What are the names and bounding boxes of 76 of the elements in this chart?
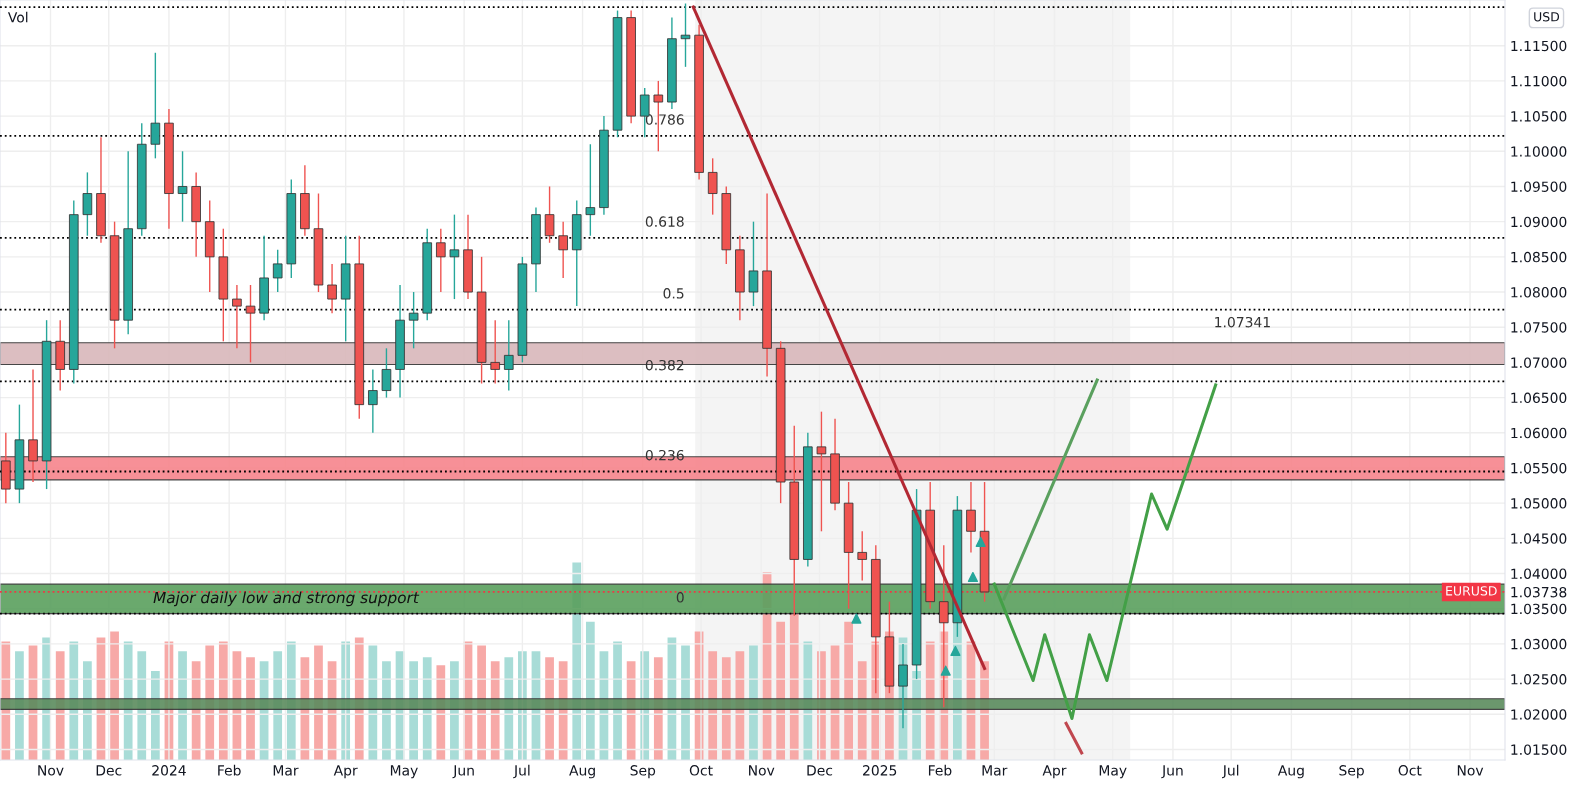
candlestick <box>857 530 868 582</box>
x-tick-label: Apr <box>1042 765 1067 779</box>
x-tick-label: Jul <box>1222 764 1239 779</box>
x-tick-label: Nov <box>1457 765 1484 776</box>
x-tick-label: Mar <box>273 765 299 776</box>
y-tick-label: 1.08500 <box>1511 251 1567 263</box>
y-tick-label: 1.06500 <box>1511 392 1567 404</box>
y-tick-label: 1.04500 <box>1511 533 1567 544</box>
y-tick-label: 1.11000 <box>1511 75 1567 87</box>
point <box>950 645 961 657</box>
y-tick-label: 1.03738 <box>1511 586 1567 598</box>
candlestick <box>327 263 337 314</box>
band-label: Major daily low and strong support <box>153 591 420 607</box>
x-tick-label: 2024 <box>152 765 186 776</box>
y-tick-label: 1.09500 <box>1511 181 1567 192</box>
x-tick-label: Oct <box>1398 765 1422 776</box>
ref-line-label: EURUSD <box>1446 586 1497 596</box>
candlestick <box>272 249 283 293</box>
x-tick-label: Jun <box>1161 765 1183 779</box>
point <box>967 571 978 583</box>
x-tick-label: Nov <box>38 765 64 776</box>
x-tick-label: Mar <box>982 765 1008 776</box>
x-tick-label: Sep <box>1339 765 1364 779</box>
y-tick-label: 1.05500 <box>1511 462 1567 474</box>
x-tick-label: Dec <box>807 765 833 776</box>
x-tick-label: Aug <box>569 765 595 779</box>
annotation: 1.07341 <box>1215 316 1270 328</box>
candlestick <box>544 185 555 244</box>
x-tick-label: Apr <box>333 765 358 779</box>
y-tick-label: 1.02500 <box>1511 674 1567 685</box>
x-tick-label: Jun <box>452 765 474 779</box>
y-tick-label: 1.07000 <box>1511 357 1567 368</box>
y-tick-label: 1.01500 <box>1511 744 1567 755</box>
y-tick-label: 1.09000 <box>1511 216 1567 228</box>
x-tick-label: May <box>390 765 418 779</box>
candlestick <box>585 143 596 237</box>
candlestick <box>368 368 378 434</box>
x-tick-label: Feb <box>218 764 241 776</box>
y-tick-label: 1.03500 <box>1511 603 1567 615</box>
x-tick-label: May <box>1099 765 1127 779</box>
point <box>975 536 986 547</box>
x-tick-label: Aug <box>1277 765 1304 779</box>
candlestick <box>449 213 460 300</box>
point <box>940 665 951 676</box>
y-tick-label: 1.11500 <box>1511 40 1567 52</box>
y-tick-label: 1.06000 <box>1511 427 1567 439</box>
annotation: 0.618 <box>645 216 684 227</box>
x-tick-label: Feb <box>928 764 952 776</box>
y-axis-title: USD <box>1534 12 1560 22</box>
chart-title: Vol <box>7 11 28 23</box>
annotation: 0 <box>676 592 684 603</box>
y-tick-label: 1.05000 <box>1511 498 1567 509</box>
candlestick <box>680 2 691 68</box>
annotation: 0.5 <box>663 288 684 299</box>
y-tick-label: 1.03000 <box>1511 638 1567 650</box>
x-tick-label: Oct <box>689 765 713 776</box>
x-tick-label: Dec <box>96 765 122 776</box>
candlestick <box>82 171 93 237</box>
candlestick <box>436 228 446 293</box>
x-tick-label: Sep <box>630 765 656 779</box>
point <box>851 613 862 624</box>
y-tick-label: 1.02000 <box>1511 709 1567 720</box>
candlestick <box>707 157 718 216</box>
candlestick <box>177 150 188 223</box>
x-tick-label: Jul <box>513 764 530 779</box>
y-tick-label: 1.04000 <box>1511 568 1567 579</box>
x-tick-label: Nov <box>749 765 775 776</box>
y-tick-label: 1.07500 <box>1511 322 1567 333</box>
x-tick-label: 2025 <box>863 765 897 776</box>
line-series <box>992 383 1218 721</box>
y-tick-label: 1.08000 <box>1511 287 1567 298</box>
y-tick-label: 1.10500 <box>1511 111 1567 122</box>
candlestick <box>748 220 759 307</box>
y-tick-label: 1.10000 <box>1511 146 1567 157</box>
candlestick <box>150 52 161 160</box>
candlestick <box>558 220 568 279</box>
